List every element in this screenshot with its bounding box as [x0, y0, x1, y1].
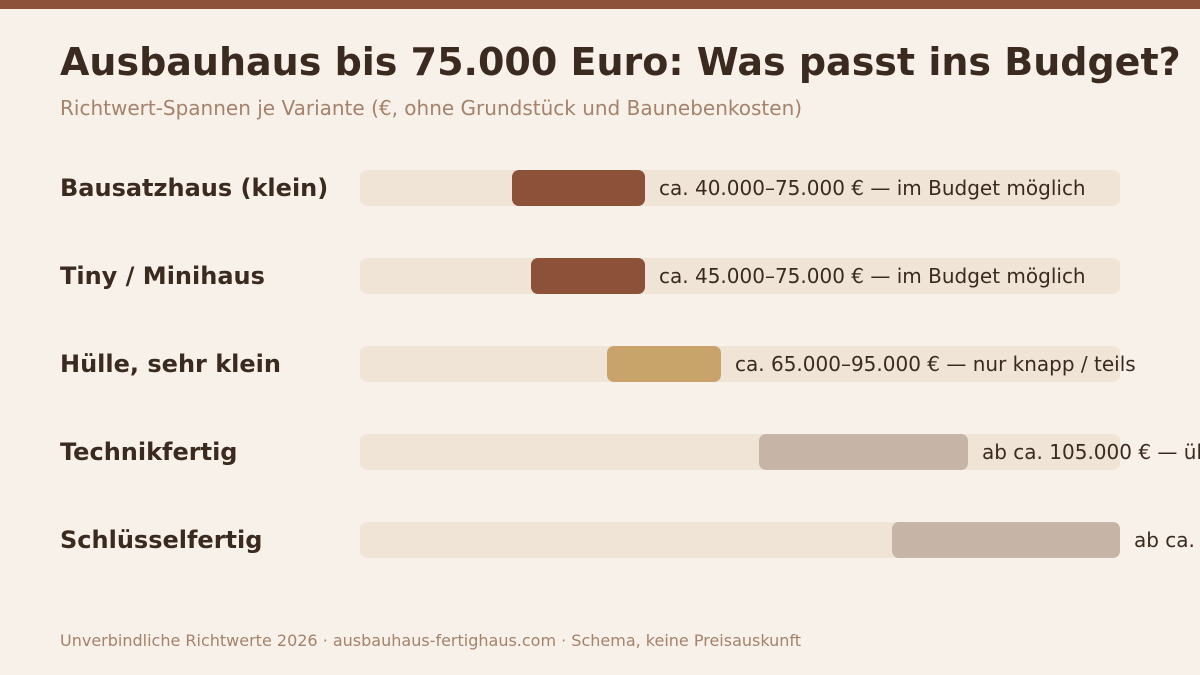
- range-label-tiny-minihaus: ca. 45.000–75.000 € — im Budget möglich: [659, 264, 1086, 288]
- category-label-bausatzhaus-klein: Bausatzhaus (klein): [60, 174, 328, 202]
- footer-note: Unverbindliche Richtwerte 2026 · ausbauh…: [60, 631, 802, 650]
- category-label-technikfertig: Technikfertig: [60, 438, 237, 466]
- range-label-schlusselfertig: ab ca. 140.000 € — über Budget: [1134, 528, 1200, 552]
- range-label-bausatzhaus-klein: ca. 40.000–75.000 € — im Budget möglich: [659, 176, 1086, 200]
- range-bar-technikfertig: [759, 434, 968, 470]
- range-bar-hulle-sehr-klein: [607, 346, 721, 382]
- range-bar-bausatzhaus-klein: [512, 170, 645, 206]
- top-accent-bar: [0, 0, 1200, 9]
- range-label-technikfertig: ab ca. 105.000 € — über Budget: [982, 440, 1200, 464]
- chart-title: Ausbauhaus bis 75.000 Euro: Was passt in…: [60, 40, 1181, 84]
- range-bar-schlusselfertig: [892, 522, 1120, 558]
- category-label-tiny-minihaus: Tiny / Minihaus: [60, 262, 265, 290]
- range-bar-tiny-minihaus: [531, 258, 645, 294]
- track-hulle-sehr-klein: [360, 346, 1120, 382]
- category-label-hulle-sehr-klein: Hülle, sehr klein: [60, 350, 281, 378]
- chart-subtitle: Richtwert-Spannen je Variante (€, ohne G…: [60, 96, 803, 120]
- category-label-schlusselfertig: Schlüsselfertig: [60, 526, 262, 554]
- range-label-hulle-sehr-klein: ca. 65.000–95.000 € — nur knapp / teils: [735, 352, 1136, 376]
